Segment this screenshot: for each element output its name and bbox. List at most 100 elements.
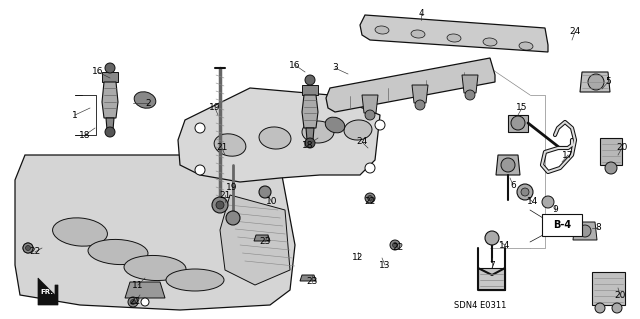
- Text: 11: 11: [132, 280, 144, 290]
- Polygon shape: [102, 82, 118, 118]
- Text: 24: 24: [356, 137, 367, 146]
- Ellipse shape: [411, 30, 425, 38]
- Text: 22: 22: [364, 197, 376, 206]
- Circle shape: [375, 120, 385, 130]
- Circle shape: [23, 243, 33, 253]
- Circle shape: [465, 90, 475, 100]
- Polygon shape: [106, 118, 114, 130]
- Text: 19: 19: [227, 183, 237, 192]
- Text: 22: 22: [392, 243, 404, 253]
- Text: 15: 15: [516, 103, 528, 113]
- Circle shape: [131, 300, 136, 305]
- Text: 16: 16: [289, 61, 301, 70]
- Polygon shape: [300, 275, 316, 281]
- Polygon shape: [326, 58, 495, 112]
- Text: 9: 9: [552, 205, 558, 214]
- Ellipse shape: [519, 42, 533, 50]
- Circle shape: [226, 211, 240, 225]
- Text: 14: 14: [499, 241, 511, 249]
- Ellipse shape: [259, 127, 291, 149]
- Text: 12: 12: [352, 254, 364, 263]
- Text: 18: 18: [79, 130, 91, 139]
- Text: 3: 3: [332, 63, 338, 72]
- Text: B-4: B-4: [553, 220, 571, 230]
- Circle shape: [105, 63, 115, 73]
- Circle shape: [579, 225, 591, 237]
- Polygon shape: [302, 85, 318, 95]
- Ellipse shape: [214, 134, 246, 156]
- Text: 16: 16: [92, 68, 104, 77]
- Text: 10: 10: [266, 197, 278, 206]
- Ellipse shape: [166, 269, 224, 291]
- Polygon shape: [15, 155, 295, 310]
- Circle shape: [105, 127, 115, 137]
- Text: 22: 22: [29, 248, 40, 256]
- Text: 19: 19: [209, 103, 221, 113]
- Text: FR.: FR.: [40, 289, 54, 295]
- Circle shape: [365, 163, 375, 173]
- Polygon shape: [573, 222, 597, 240]
- Text: 23: 23: [307, 278, 317, 286]
- Text: 22: 22: [129, 298, 141, 307]
- Ellipse shape: [375, 26, 389, 34]
- Text: 18: 18: [302, 140, 314, 150]
- Polygon shape: [412, 85, 428, 103]
- Ellipse shape: [447, 34, 461, 42]
- Circle shape: [542, 196, 554, 208]
- Polygon shape: [102, 72, 118, 82]
- Text: 7: 7: [489, 261, 495, 270]
- Polygon shape: [508, 115, 528, 132]
- Polygon shape: [38, 278, 58, 305]
- Text: 5: 5: [605, 78, 611, 86]
- Polygon shape: [362, 95, 378, 113]
- Circle shape: [23, 243, 33, 253]
- Circle shape: [367, 196, 372, 201]
- Text: 20: 20: [616, 144, 628, 152]
- Ellipse shape: [302, 121, 334, 143]
- Circle shape: [511, 116, 525, 130]
- Polygon shape: [580, 72, 610, 92]
- Polygon shape: [254, 235, 270, 241]
- Circle shape: [141, 298, 149, 306]
- Text: 13: 13: [380, 261, 391, 270]
- Polygon shape: [125, 282, 165, 298]
- Text: 24: 24: [570, 27, 580, 36]
- Polygon shape: [462, 75, 478, 93]
- Text: SDN4 E0311: SDN4 E0311: [454, 300, 506, 309]
- Circle shape: [216, 201, 224, 209]
- Polygon shape: [592, 272, 625, 305]
- Circle shape: [521, 188, 529, 196]
- Text: 1: 1: [72, 110, 78, 120]
- Text: 6: 6: [510, 181, 516, 189]
- Polygon shape: [360, 15, 548, 52]
- Circle shape: [365, 110, 375, 120]
- Ellipse shape: [52, 218, 108, 246]
- Text: 8: 8: [595, 224, 601, 233]
- Polygon shape: [496, 155, 520, 175]
- Circle shape: [212, 197, 228, 213]
- Ellipse shape: [483, 38, 497, 46]
- Ellipse shape: [325, 117, 345, 133]
- FancyBboxPatch shape: [542, 214, 582, 236]
- Polygon shape: [600, 138, 622, 165]
- Ellipse shape: [134, 92, 156, 108]
- Circle shape: [517, 184, 533, 200]
- Text: 17: 17: [563, 151, 573, 160]
- Circle shape: [392, 242, 397, 248]
- Circle shape: [485, 231, 499, 245]
- Circle shape: [365, 193, 375, 203]
- Text: 2: 2: [145, 99, 151, 108]
- Circle shape: [305, 75, 315, 85]
- Circle shape: [305, 138, 315, 148]
- Circle shape: [195, 123, 205, 133]
- Text: 21: 21: [216, 144, 228, 152]
- Ellipse shape: [344, 120, 372, 140]
- Circle shape: [415, 100, 425, 110]
- Circle shape: [595, 303, 605, 313]
- Circle shape: [259, 186, 271, 198]
- Circle shape: [26, 246, 31, 250]
- Ellipse shape: [88, 240, 148, 264]
- Text: 23: 23: [259, 238, 271, 247]
- Circle shape: [605, 162, 617, 174]
- Text: 21: 21: [220, 190, 230, 199]
